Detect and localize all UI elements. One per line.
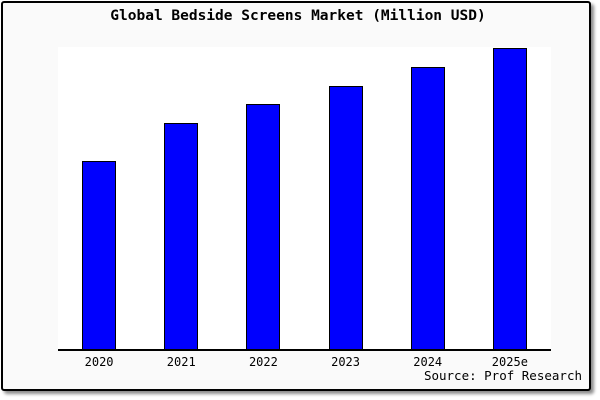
bar-2022	[246, 104, 281, 349]
x-axis-label-2023: 2023	[331, 355, 360, 369]
x-axis-label-2020: 2020	[84, 355, 114, 369]
bar-2025e	[492, 48, 527, 349]
x-axis-label-2021: 2021	[166, 355, 196, 369]
bar-2024	[410, 67, 445, 349]
x-axis-label-2022: 2022	[248, 355, 278, 369]
x-axis-label-2025e: 2025e	[491, 355, 528, 369]
source-text: Source: Prof Research	[423, 368, 582, 383]
x-axis-labels: 2020 2021 2022 2023 2024 2025e	[58, 355, 551, 369]
bar-2020	[82, 161, 117, 349]
x-axis-label-2024: 2024	[413, 355, 443, 369]
bar-2023	[328, 86, 363, 349]
plot-area	[58, 47, 551, 351]
bar-2021	[164, 123, 199, 349]
chart-title: Global Bedside Screens Market (Million U…	[110, 8, 486, 24]
